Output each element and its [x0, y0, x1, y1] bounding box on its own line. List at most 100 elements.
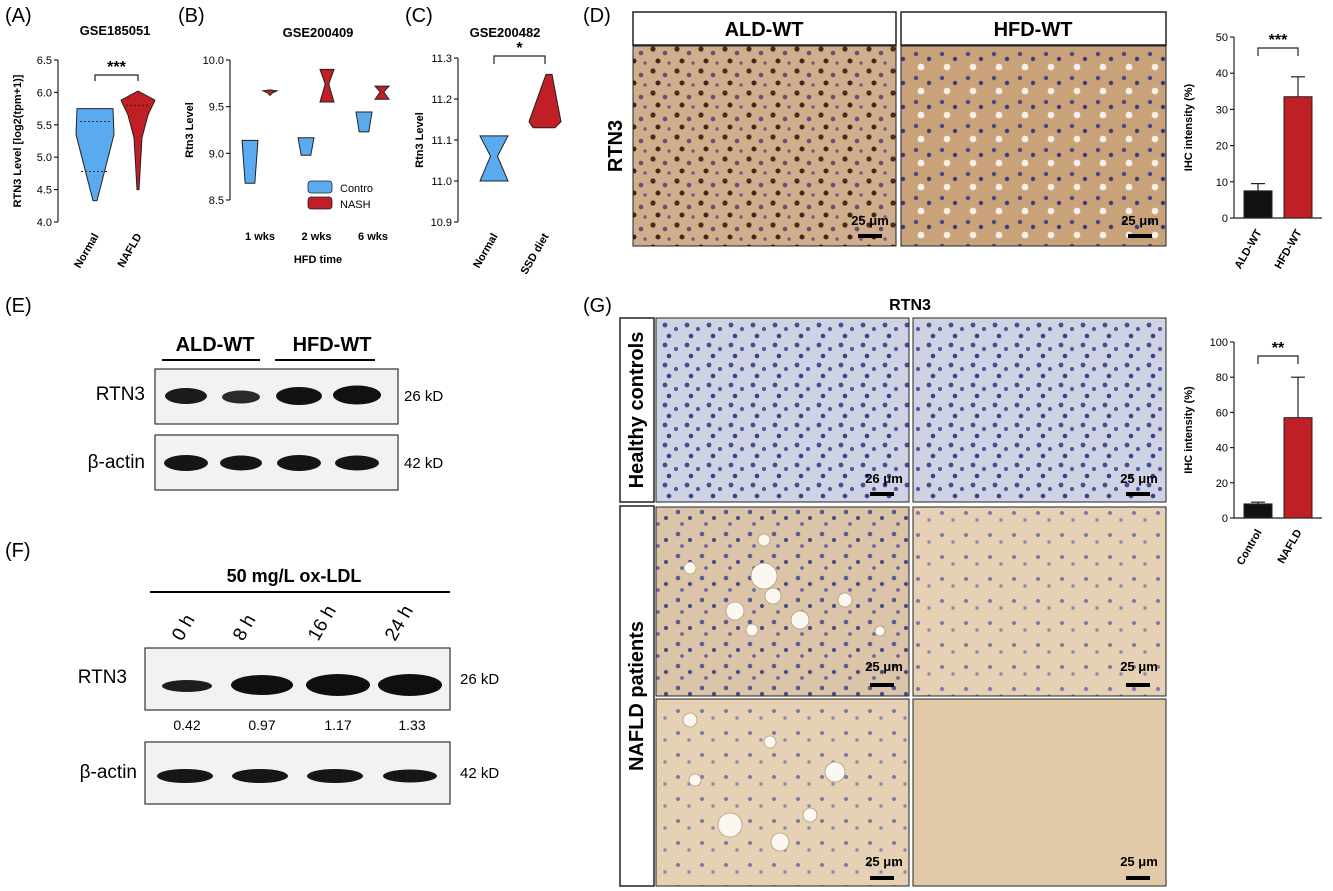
x-tick-label: ALD-WT: [1233, 227, 1265, 271]
panel-label-c: (C): [405, 5, 433, 27]
panel-d-images: ALD-WT HFD-WT RTN3 25 μm 25 μm: [605, 11, 1167, 247]
chart-title: GSE200482: [470, 25, 541, 40]
blot-band: [277, 455, 321, 471]
x-tick-label: 2 wks: [302, 231, 332, 243]
header-ald-wt: ALD-WT: [725, 19, 804, 41]
chart-g-bar: 0 20 40 60 80 100 IHC intensity (%) ** Control NA…: [1183, 337, 1322, 567]
violin-contro: [241, 139, 259, 184]
group-label-ald-wt: ALD-WT: [176, 334, 255, 356]
x-axis-label: HFD time: [294, 254, 342, 266]
row-label-rtn3: RTN3: [605, 120, 627, 172]
x-tick-label: NAFLD: [1276, 527, 1305, 565]
y-tick-label: 9.5: [209, 102, 224, 114]
violin-normal: [479, 135, 509, 182]
timepoint-8h: 8 h: [229, 611, 260, 644]
y-axis-label: Rtn3 Level: [184, 102, 196, 158]
chart-title: GSE185051: [80, 23, 151, 38]
blot-band: [157, 769, 213, 783]
y-axis-label: IHC intensity (%): [1183, 386, 1195, 474]
panel-label-g: (G): [583, 295, 612, 317]
violin-nafld: [120, 90, 156, 191]
scale-bar: [1126, 683, 1150, 687]
group-label-hfd-wt: HFD-WT: [293, 334, 372, 356]
ihc-image-healthy-1: [655, 317, 910, 503]
scale-bar-label: 25 μm: [1120, 471, 1158, 486]
header-box-ald: [632, 11, 897, 46]
lipid-droplets: [682, 533, 886, 852]
significance-bracket-label: ***: [1269, 32, 1288, 49]
significance-bracket-label: **: [1272, 340, 1285, 357]
ihc-image-nafld-3: [655, 698, 910, 887]
chart-a: GSE185051 4.0 4.5 5.0 5.5 6.0 6.5 RTN3 Level [l…: [12, 23, 156, 270]
x-tick-label: HFD-WT: [1273, 227, 1305, 271]
blot-label-beta-actin: β-actin: [80, 762, 137, 783]
blot-band: [306, 674, 370, 696]
legend-swatch-contro: [307, 180, 333, 194]
y-tick-label: 11.3: [431, 53, 452, 65]
y-tick-label: 50: [1216, 32, 1228, 44]
blot-band: [220, 455, 262, 471]
row-label-box: [619, 317, 655, 503]
scale-bar: [870, 683, 894, 687]
quant-value: 0.97: [248, 717, 275, 733]
timepoint-24h: 24 h: [381, 602, 418, 645]
y-tick-label: 11.0: [431, 176, 452, 188]
violin-nash: [319, 68, 335, 103]
violin-contro: [355, 111, 373, 133]
y-tick-label: 40: [1216, 443, 1228, 455]
y-tick-label: 5.5: [37, 120, 52, 132]
scale-bar-label: 25 μm: [1120, 854, 1158, 869]
bar: [1243, 190, 1273, 219]
ihc-image-hfd: [900, 45, 1167, 247]
y-tick-label: 9.0: [209, 148, 224, 160]
y-tick-label: 11.1: [431, 135, 452, 147]
panel-label-d: (D): [583, 5, 611, 27]
y-tick-label: 5.0: [37, 152, 52, 164]
violin-normal: [75, 108, 115, 202]
timepoint-0h: 0 h: [168, 611, 199, 644]
violin-nash: [373, 85, 391, 100]
blot-band: [378, 674, 442, 696]
blot-label-beta-actin: β-actin: [88, 452, 145, 473]
y-tick-label: 80: [1216, 372, 1228, 384]
scale-bar: [870, 492, 894, 496]
chart-b: GSE200409 8.5 9.0 9.5 10.0 Rtn3 Level 1 wks 2 w…: [184, 25, 391, 266]
y-tick-label: 10.0: [203, 55, 224, 67]
treatment-label: 50 mg/L ox-LDL: [227, 566, 362, 586]
panel-label-e: (E): [5, 295, 32, 317]
bar: [1283, 96, 1313, 219]
blot-band: [232, 769, 288, 783]
ihc-image-ald: [632, 45, 897, 247]
significance-bracket: [94, 74, 139, 81]
scale-bar-label: 25 μm: [865, 659, 903, 674]
blot-label-rtn3: RTN3: [78, 667, 127, 688]
violin-ssd: [528, 73, 562, 129]
ihc-image-nafld-1: [655, 506, 910, 697]
legend-label-contro: Contro: [340, 183, 373, 195]
kd-label: 26 kD: [404, 388, 443, 405]
panel-label-a: (A): [5, 5, 32, 27]
x-tick-label: NAFLD: [116, 231, 145, 269]
blot-label-rtn3: RTN3: [96, 384, 145, 405]
significance-bracket-label: *: [516, 40, 523, 57]
bar: [1243, 503, 1273, 519]
y-tick-label: 11.2: [431, 94, 452, 106]
panel-label-f: (F): [5, 540, 31, 562]
blot-band: [231, 675, 293, 695]
panel-g-images: RTN3 Healthy controls NAFLD patients 26 …: [619, 297, 1167, 887]
ihc-image-healthy-2: [912, 317, 1167, 503]
x-tick-label: 1 wks: [245, 231, 275, 243]
scale-bar: [858, 234, 882, 238]
panel-f-blot: 50 mg/L ox-LDL 0 h 8 h 16 h 24 h RTN3 26…: [78, 566, 499, 805]
blot-band: [276, 387, 322, 405]
scale-bar-label: 25 μm: [1121, 213, 1159, 228]
scale-bar: [870, 876, 894, 880]
significance-bracket: [1257, 47, 1299, 56]
x-tick-label: SSD diet: [519, 231, 552, 276]
panel-g-title: RTN3: [889, 297, 931, 314]
scale-bar: [1126, 492, 1150, 496]
header-box-hfd: [900, 11, 1167, 46]
quant-value: 1.33: [398, 717, 425, 733]
blot-band: [307, 769, 363, 783]
scale-bar-label: 25 μm: [851, 213, 889, 228]
